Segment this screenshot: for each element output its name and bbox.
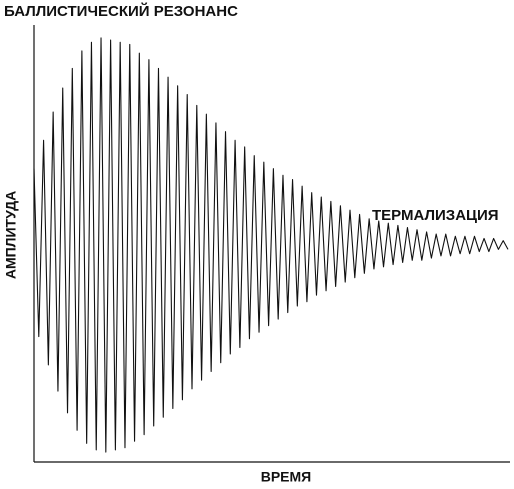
- waveform: [33, 37, 509, 453]
- annotation: ТЕРМАЛИЗАЦИЯ: [372, 207, 499, 224]
- x-axis-label: ВРЕМЯ: [261, 469, 312, 485]
- chart-title: БАЛЛИСТИЧЕСКИЙ РЕЗОНАНС: [4, 2, 238, 20]
- y-axis-label: АМПЛИТУДА: [3, 191, 19, 279]
